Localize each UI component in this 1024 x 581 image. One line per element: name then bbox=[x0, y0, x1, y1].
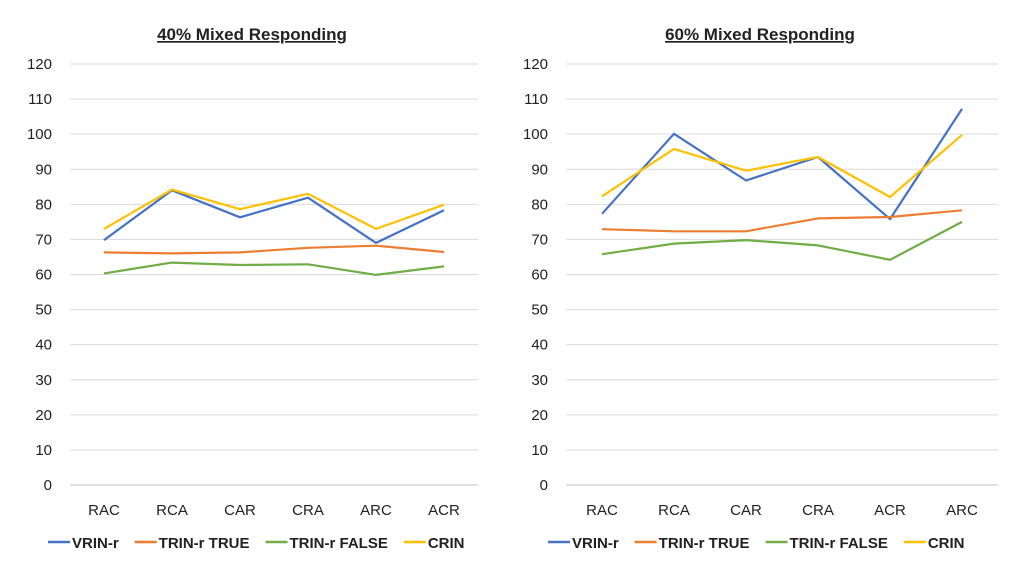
legend-label: VRIN-r bbox=[572, 535, 619, 552]
y-tick-label: 70 bbox=[531, 231, 548, 248]
y-tick-label: 80 bbox=[531, 196, 548, 213]
y-tick-label: 60 bbox=[35, 267, 52, 284]
y-tick-label: 20 bbox=[35, 407, 52, 424]
legend-item: CRIN bbox=[904, 535, 965, 552]
legend-item: CRIN bbox=[404, 535, 465, 552]
x-tick-label: RCA bbox=[156, 502, 188, 519]
y-tick-label: 10 bbox=[35, 442, 52, 459]
legend-item: VRIN-r bbox=[548, 535, 619, 552]
legend-item: TRIN-r FALSE bbox=[266, 535, 388, 552]
y-tick-label: 90 bbox=[531, 161, 548, 178]
y-tick-label: 20 bbox=[531, 407, 548, 424]
series-line-crin bbox=[602, 135, 962, 197]
legend-label: TRIN-r FALSE bbox=[790, 535, 888, 552]
series-line-trin-r-true bbox=[602, 210, 962, 231]
y-tick-label: 30 bbox=[531, 372, 548, 389]
y-tick-label: 50 bbox=[35, 302, 52, 319]
y-tick-label: 40 bbox=[35, 337, 52, 354]
y-tick-label: 90 bbox=[35, 161, 52, 178]
chart-title: 40% Mixed Responding bbox=[157, 25, 347, 44]
legend-item: VRIN-r bbox=[48, 535, 119, 552]
y-tick-label: 40 bbox=[531, 337, 548, 354]
x-tick-label: RAC bbox=[88, 502, 120, 519]
chart-40-percent: 40% Mixed Responding 0 10 20 30 40 50 60 70 80 90… bbox=[27, 25, 478, 552]
y-tick-label: 120 bbox=[523, 56, 548, 73]
y-tick-label: 30 bbox=[35, 372, 52, 389]
y-tick-label: 50 bbox=[531, 302, 548, 319]
legend-label: CRIN bbox=[928, 535, 965, 552]
x-tick-label: CRA bbox=[802, 502, 834, 519]
y-tick-label: 120 bbox=[27, 56, 52, 73]
series-line-trin-r-true bbox=[104, 246, 444, 254]
series-line-trin-r-false bbox=[104, 263, 444, 275]
legend-item: TRIN-r TRUE bbox=[135, 535, 250, 552]
x-tick-label: CRA bbox=[292, 502, 324, 519]
legend-label: CRIN bbox=[428, 535, 465, 552]
legend-item: TRIN-r TRUE bbox=[635, 535, 750, 552]
y-tick-label: 70 bbox=[35, 231, 52, 248]
y-tick-label: 10 bbox=[531, 442, 548, 459]
y-tick-label: 100 bbox=[523, 126, 548, 143]
y-tick-label: 0 bbox=[44, 477, 52, 494]
x-tick-label: CAR bbox=[730, 502, 762, 519]
x-tick-label: RCA bbox=[658, 502, 690, 519]
series-line-trin-r-false bbox=[602, 222, 962, 260]
x-tick-label: CAR bbox=[224, 502, 256, 519]
y-tick-label: 110 bbox=[28, 91, 52, 108]
y-tick-label: 80 bbox=[35, 196, 52, 213]
x-tick-label: ARC bbox=[360, 502, 392, 519]
legend-label: VRIN-r bbox=[72, 535, 119, 552]
x-tick-label: ARC bbox=[946, 502, 978, 519]
y-tick-label: 60 bbox=[531, 267, 548, 284]
y-tick-label: 100 bbox=[27, 126, 52, 143]
y-tick-label: 0 bbox=[540, 477, 548, 494]
x-tick-label: ACR bbox=[428, 502, 460, 519]
y-tick-label: 110 bbox=[524, 91, 548, 108]
legend-label: TRIN-r TRUE bbox=[659, 535, 750, 552]
chart-60-percent: 60% Mixed Responding 0 10 20 30 40 50 60 70 80 90… bbox=[523, 25, 998, 552]
series-line-crin bbox=[104, 190, 444, 229]
x-tick-label: RAC bbox=[586, 502, 618, 519]
legend-label: TRIN-r FALSE bbox=[290, 535, 388, 552]
legend-label: TRIN-r TRUE bbox=[159, 535, 250, 552]
chart-title: 60% Mixed Responding bbox=[665, 25, 855, 44]
x-tick-label: ACR bbox=[874, 502, 906, 519]
legend-item: TRIN-r FALSE bbox=[766, 535, 888, 552]
